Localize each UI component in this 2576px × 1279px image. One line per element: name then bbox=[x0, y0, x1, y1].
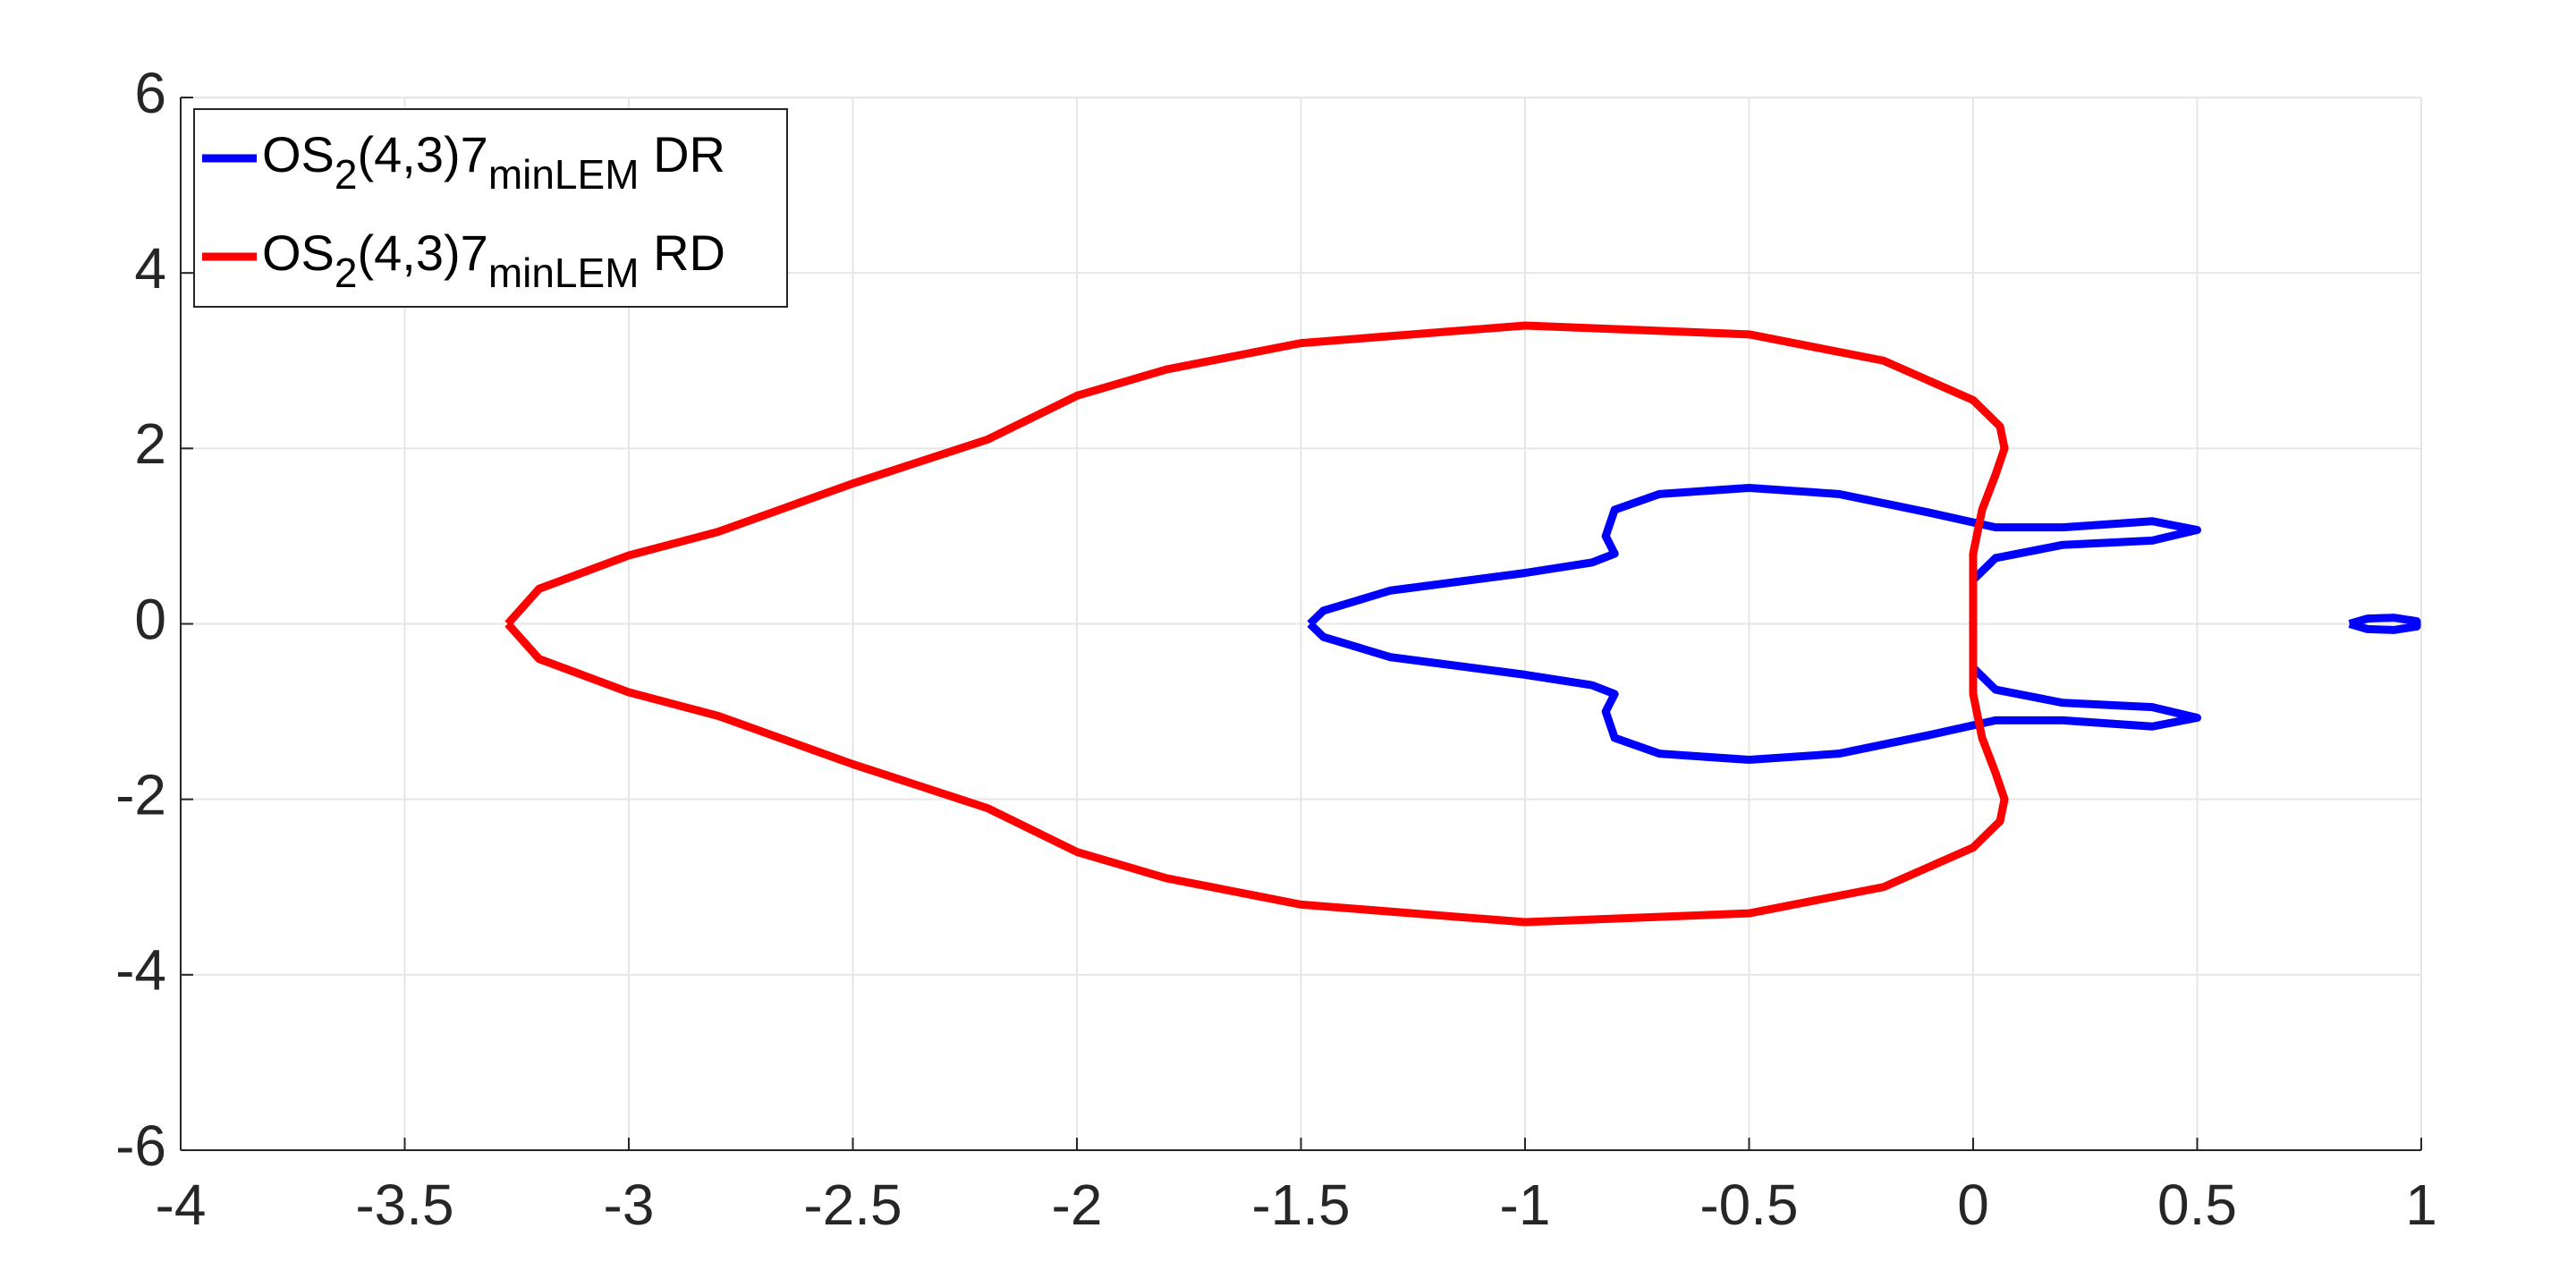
y-tick-label: -2 bbox=[115, 763, 166, 827]
x-tick-label: -3.5 bbox=[355, 1173, 453, 1237]
y-tick-label: 6 bbox=[134, 61, 166, 125]
x-tick-label: -0.5 bbox=[1699, 1173, 1798, 1237]
x-tick-label: -4 bbox=[156, 1173, 207, 1237]
x-tick-label: 1 bbox=[2405, 1173, 2437, 1237]
x-tick-label: 0.5 bbox=[2157, 1173, 2237, 1237]
x-tick-label: -2 bbox=[1052, 1173, 1103, 1237]
series-line bbox=[504, 321, 2009, 927]
y-tick-label: 2 bbox=[134, 411, 166, 476]
legend-label: OS2(4,3)7minLEM DR bbox=[262, 126, 725, 198]
legend-box bbox=[193, 108, 788, 308]
x-tick-label: 0 bbox=[1957, 1173, 1989, 1237]
y-tick-label: -6 bbox=[115, 1114, 166, 1178]
legend-label: OS2(4,3)7minLEM RD bbox=[262, 224, 725, 296]
x-tick-label: -1.5 bbox=[1251, 1173, 1350, 1237]
y-tick-label: 4 bbox=[134, 236, 166, 301]
x-tick-label: -2.5 bbox=[803, 1173, 902, 1237]
y-tick-label: 0 bbox=[134, 587, 166, 651]
y-tick-label: -4 bbox=[115, 938, 166, 1003]
x-tick-label: -3 bbox=[604, 1173, 655, 1237]
x-tick-label: -1 bbox=[1500, 1173, 1551, 1237]
